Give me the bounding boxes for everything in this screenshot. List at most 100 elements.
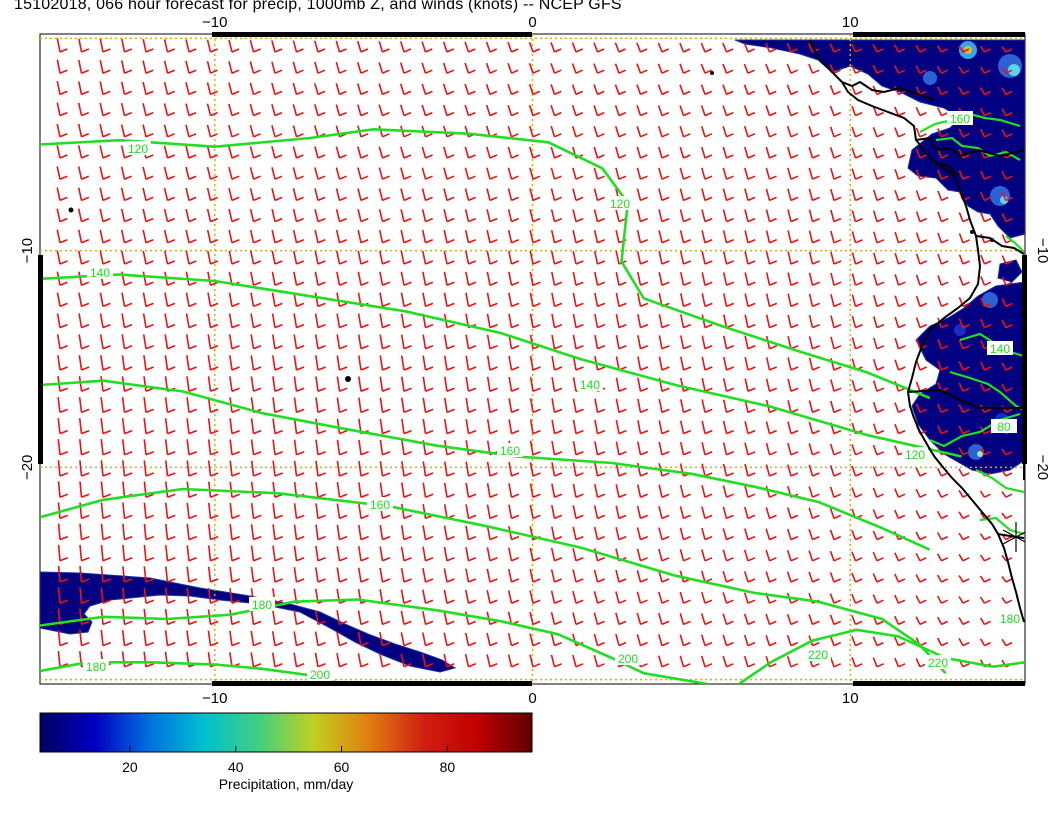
- wind-barb: [379, 292, 391, 308]
- contour-label: 140: [990, 342, 1010, 356]
- wind-barb: [894, 615, 906, 626]
- wind-barb: [442, 83, 455, 96]
- wind-barb: [379, 546, 391, 562]
- wind-barb: [915, 253, 928, 265]
- wind-barb: [872, 530, 884, 541]
- wind-barb: [315, 481, 326, 498]
- wind-barb: [744, 442, 756, 456]
- wind-barb: [722, 485, 734, 498]
- wind-barb: [679, 506, 691, 520]
- wind-barb: [56, 38, 68, 53]
- wind-barb: [507, 230, 520, 244]
- wind-barb: [185, 313, 197, 329]
- wind-barb: [400, 525, 412, 541]
- wind-barb: [658, 506, 670, 520]
- wind-barb: [185, 145, 197, 159]
- wind-barb: [207, 524, 219, 541]
- wind-barb: [486, 590, 498, 604]
- wind-barb: [379, 482, 391, 498]
- axis-bar-right: [1022, 255, 1027, 464]
- wind-barb: [1001, 191, 1013, 202]
- wind-barb: [185, 229, 197, 244]
- contour-label-bg: [805, 647, 831, 661]
- wind-barb: [915, 86, 927, 96]
- wind-barb: [315, 418, 326, 435]
- wind-barb: [207, 545, 219, 562]
- axis-bars: [38, 32, 1027, 686]
- wind-barb: [229, 418, 240, 435]
- lon-tick-label-bottom: −10: [202, 690, 227, 707]
- wind-barb: [122, 566, 133, 583]
- wind-barb: [249, 39, 261, 53]
- wind-barb: [572, 334, 584, 350]
- wind-barb: [142, 166, 154, 180]
- wind-barb: [894, 488, 906, 498]
- wind-barb: [636, 570, 648, 583]
- wind-barb: [550, 146, 562, 159]
- wind-barb: [207, 313, 219, 329]
- wind-barb: [293, 397, 305, 414]
- wind-barb: [164, 292, 176, 308]
- wind-barb: [550, 250, 563, 265]
- island-marker: [710, 71, 714, 75]
- wind-barb: [121, 38, 133, 53]
- wind-barb: [99, 208, 111, 223]
- wind-barb: [872, 401, 885, 414]
- wind-barb: [293, 376, 305, 392]
- lon-tick-label-top: 10: [842, 14, 859, 31]
- wind-barb: [701, 188, 713, 202]
- wind-barb: [658, 398, 670, 414]
- wind-barb: [744, 272, 756, 286]
- axis-bar-top: [853, 32, 1025, 37]
- wind-barb: [486, 313, 498, 329]
- wind-barb: [658, 356, 670, 371]
- wind-barb: [872, 573, 884, 583]
- wind-barb: [786, 84, 799, 96]
- wind-barb: [142, 39, 154, 53]
- wind-barb: [529, 271, 541, 286]
- wind-barb: [271, 292, 283, 308]
- wind-barb: [507, 590, 520, 604]
- wind-barb: [292, 167, 304, 180]
- wind-barb: [615, 335, 627, 350]
- wind-barb: [851, 189, 863, 202]
- contour-label: 160: [950, 112, 970, 126]
- wind-barb: [851, 252, 863, 265]
- wind-barb: [657, 84, 670, 96]
- wind-barb: [551, 526, 563, 541]
- wind-barb: [229, 355, 240, 371]
- wind-barb: [508, 398, 520, 414]
- wind-barb: [915, 317, 928, 329]
- wind-barb: [358, 482, 369, 498]
- wind-barb: [79, 629, 90, 647]
- wind-barb: [78, 59, 90, 74]
- wind-barb: [293, 545, 305, 562]
- wind-barb: [99, 229, 111, 244]
- wind-barb: [786, 613, 799, 626]
- wind-barb: [56, 208, 68, 223]
- wind-barb: [163, 229, 176, 244]
- wind-barb: [186, 460, 197, 477]
- wind-barb: [636, 42, 648, 53]
- contour-label-bg: [367, 497, 393, 511]
- wind-barb: [272, 439, 283, 456]
- wind-barb: [422, 376, 434, 392]
- wind-barb: [808, 550, 820, 562]
- wind-barb: [486, 504, 498, 520]
- wind-barb: [464, 83, 476, 96]
- axis-bar-left: [38, 255, 43, 464]
- wind-barb: [465, 589, 477, 604]
- wind-barb: [228, 61, 240, 74]
- wind-barb: [421, 62, 433, 74]
- wind-barb: [443, 188, 455, 202]
- wind-barb: [700, 655, 713, 668]
- wind-barb: [637, 335, 649, 350]
- wind-barb: [379, 418, 391, 435]
- wind-barb: [808, 336, 821, 350]
- wind-barb: [99, 334, 111, 350]
- wind-barb: [357, 146, 369, 159]
- wind-barb: [593, 569, 606, 583]
- wind-barb: [122, 460, 133, 477]
- wind-barb: [529, 313, 541, 329]
- wind-barb: [894, 231, 906, 244]
